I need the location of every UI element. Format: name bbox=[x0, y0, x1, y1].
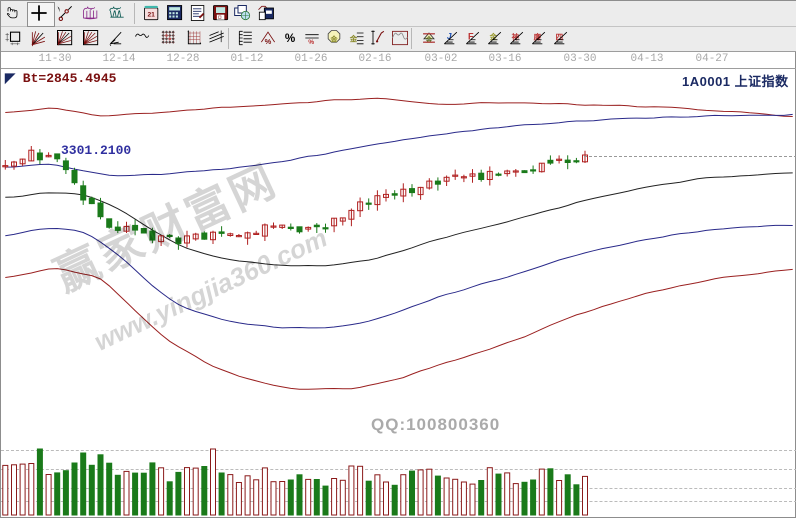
svg-text:21: 21 bbox=[147, 11, 155, 18]
svg-text:金: 金 bbox=[349, 33, 358, 43]
svg-text:金: 金 bbox=[329, 34, 338, 43]
svg-text:%: % bbox=[285, 32, 296, 45]
svg-text:%: % bbox=[308, 39, 314, 46]
svg-text:金: 金 bbox=[425, 35, 433, 44]
svg-text:%: % bbox=[265, 37, 272, 46]
